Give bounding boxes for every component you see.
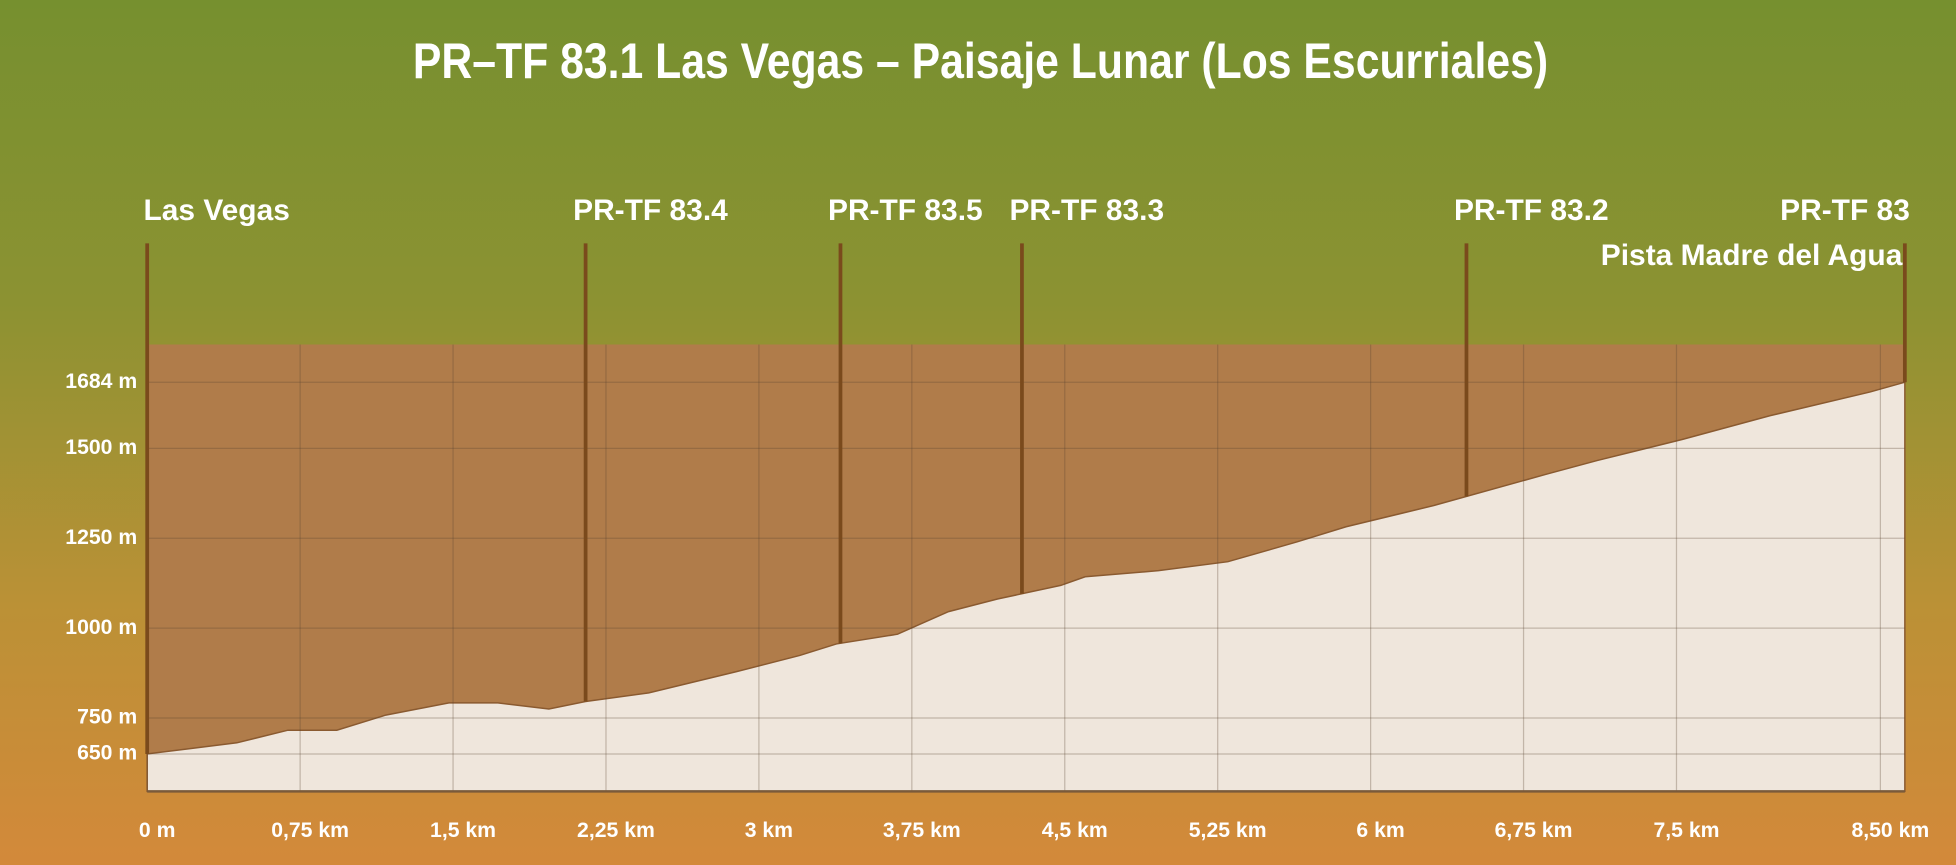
- waypoint-label: PR-TF 83.2: [1454, 194, 1609, 227]
- x-tick-label: 6,75 km: [1495, 819, 1573, 842]
- chart-title: PR–TF 83.1 Las Vegas – Paisaje Lunar (Lo…: [413, 33, 1548, 89]
- x-tick-label: 3,75 km: [883, 819, 961, 842]
- x-tick-label: 8,50 km: [1851, 819, 1929, 842]
- elevation-area: [146, 381, 1906, 793]
- x-tick-label: 7,5 km: [1653, 819, 1719, 842]
- waypoint-label: Pista Madre del Agua: [1601, 239, 1903, 272]
- x-tick-label: 5,25 km: [1189, 819, 1267, 842]
- y-tick-label: 1250 m: [65, 526, 137, 549]
- x-tick-label: 3 km: [745, 819, 793, 842]
- x-tick-label: 6 km: [1356, 819, 1404, 842]
- waypoint-label: PR-TF 83.5: [828, 194, 983, 227]
- y-tick-label: 750 m: [77, 706, 137, 729]
- x-tick-label: 1,5 km: [430, 819, 496, 842]
- waypoint-label: PR-TF 83.4: [573, 194, 728, 227]
- y-tick-label: 1000 m: [65, 616, 137, 639]
- x-tick-label: 4,5 km: [1042, 819, 1108, 842]
- y-tick-label: 650 m: [77, 742, 137, 765]
- x-tick-label: 2,25 km: [577, 819, 655, 842]
- y-tick-label: 1500 m: [65, 436, 137, 459]
- y-tick-label: 1684 m: [65, 370, 137, 393]
- waypoint-label: Las Vegas: [143, 194, 289, 227]
- x-tick-label: 0,75 km: [271, 819, 349, 842]
- waypoint-label: PR-TF 83: [1780, 194, 1910, 227]
- x-tick-label: 0 m: [139, 819, 176, 842]
- waypoint-label: PR-TF 83.3: [1009, 194, 1164, 227]
